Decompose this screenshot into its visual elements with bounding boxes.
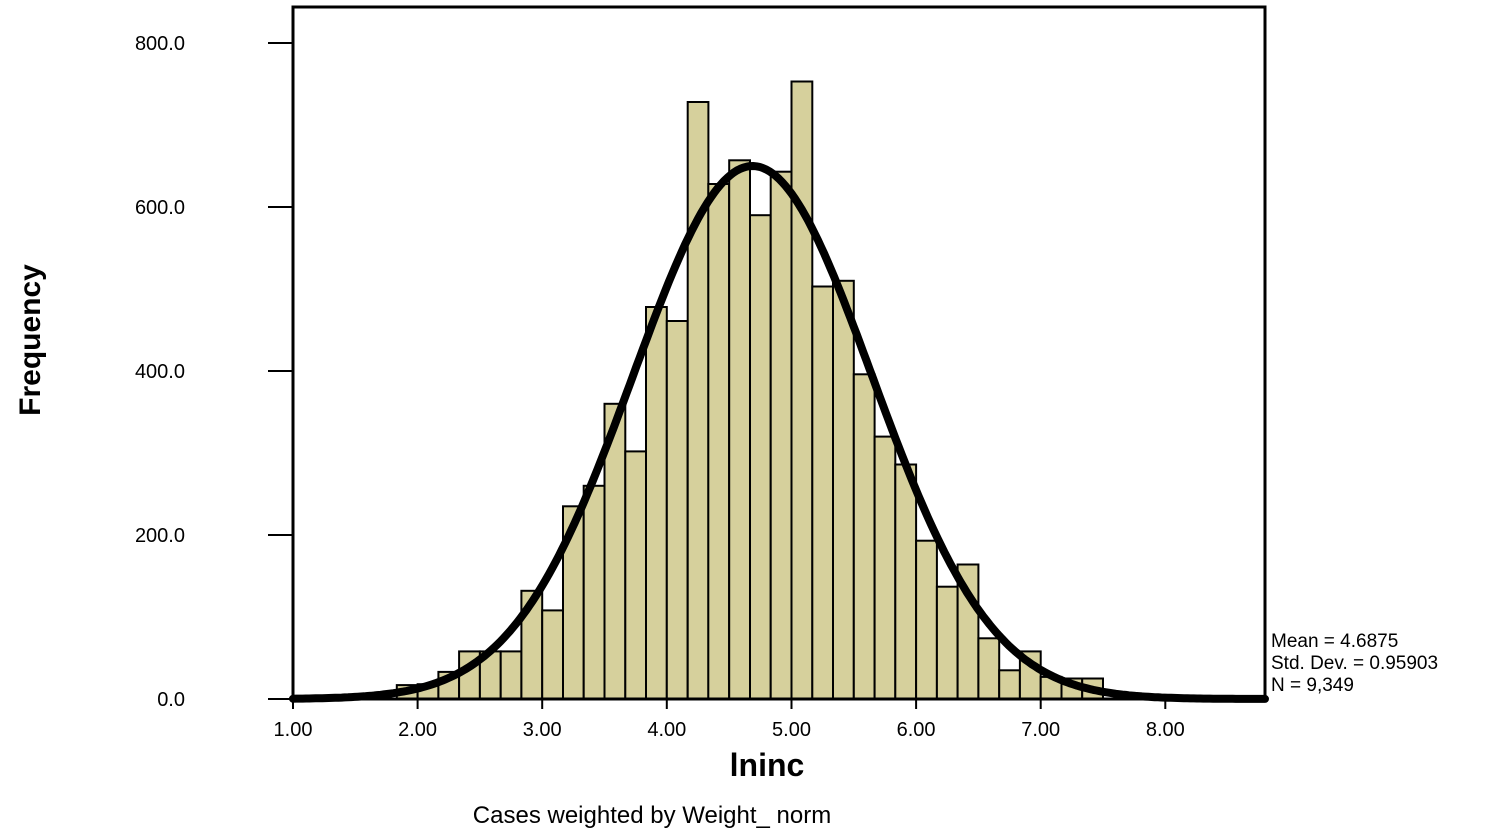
histogram-bar bbox=[749, 214, 772, 700]
histogram-bar bbox=[873, 435, 897, 700]
histogram-bar bbox=[707, 183, 731, 700]
x-tick-label: 2.00 bbox=[398, 719, 437, 741]
histogram-bar bbox=[852, 373, 876, 700]
histogram-bar bbox=[728, 159, 752, 701]
x-tick-label: 5.00 bbox=[772, 719, 811, 741]
x-axis: 1.00 2.00 3.00 4.00 5.00 6.00 7.00 8.00 bbox=[274, 699, 1185, 741]
y-tick-label: 800.0 bbox=[135, 33, 185, 55]
x-tick-label: 3.00 bbox=[523, 719, 562, 741]
stats-mean: Mean = 4.6875 bbox=[1271, 631, 1398, 652]
histogram-bar bbox=[977, 637, 1001, 700]
y-tick-label: 400.0 bbox=[135, 361, 185, 383]
y-axis: 0.0 200.0 400.0 600.0 800.0 bbox=[135, 33, 293, 711]
histogram-bar bbox=[624, 450, 647, 700]
histogram-bar bbox=[769, 170, 793, 700]
y-axis-title: Frequency bbox=[14, 264, 47, 416]
stats-std-dev: Std. Dev. = 0.95903 bbox=[1271, 653, 1438, 674]
histogram-bar bbox=[582, 484, 606, 700]
histogram-bar bbox=[811, 285, 834, 700]
histogram-bar bbox=[832, 279, 855, 700]
x-tick-label: 6.00 bbox=[897, 719, 936, 741]
x-tick-label: 8.00 bbox=[1146, 719, 1185, 741]
stats-n: N = 9,349 bbox=[1271, 675, 1354, 696]
histogram-bar bbox=[935, 585, 959, 701]
y-tick-label: 0.0 bbox=[157, 689, 185, 711]
footnote-weighting: Cases weighted by Weight_ norm bbox=[473, 802, 831, 829]
histogram-bar bbox=[998, 669, 1021, 700]
y-tick-label: 600.0 bbox=[135, 197, 185, 219]
histogram-bar bbox=[915, 539, 938, 701]
x-tick-label: 7.00 bbox=[1021, 719, 1060, 741]
histogram-bar bbox=[686, 101, 710, 700]
plot-frame bbox=[291, 5, 1267, 701]
histogram-bars bbox=[395, 80, 1104, 701]
histogram-bar bbox=[665, 320, 689, 700]
normal-curve bbox=[289, 162, 1269, 703]
histogram-bar bbox=[499, 650, 523, 701]
x-axis-title: lninc bbox=[730, 747, 805, 783]
histogram-bar bbox=[645, 306, 668, 700]
x-tick-label: 4.00 bbox=[647, 719, 686, 741]
histogram-bar bbox=[790, 80, 814, 700]
histogram-bar bbox=[541, 609, 565, 701]
y-tick-label: 200.0 bbox=[135, 525, 185, 547]
histogram-bar bbox=[894, 463, 918, 700]
x-tick-label: 1.00 bbox=[274, 719, 313, 741]
normal-curve-layer bbox=[289, 162, 1269, 703]
